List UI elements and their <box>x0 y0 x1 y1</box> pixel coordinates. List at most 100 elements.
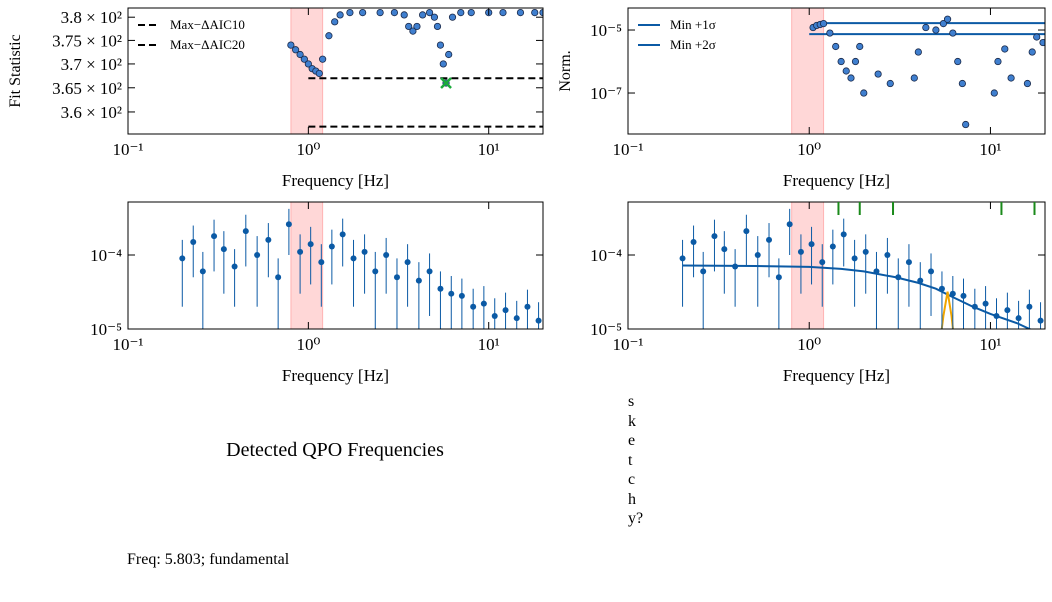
point <box>954 57 962 66</box>
point <box>960 292 967 299</box>
point <box>437 285 444 292</box>
point <box>994 57 1002 66</box>
point <box>721 246 728 253</box>
point <box>766 236 773 243</box>
point <box>829 243 836 250</box>
point <box>819 19 828 28</box>
point <box>404 259 411 266</box>
x-axis-label: Frequency [Hz] <box>282 171 389 190</box>
point <box>439 60 447 68</box>
point <box>531 8 539 17</box>
point <box>886 79 894 88</box>
point <box>265 236 272 243</box>
point <box>837 57 845 66</box>
point <box>524 303 531 310</box>
point <box>679 255 686 262</box>
point <box>535 317 542 324</box>
y-tick-label: 10⁻⁵ <box>590 320 622 339</box>
x-tick-label: 10⁰ <box>296 335 320 354</box>
point <box>413 22 421 31</box>
x-tick-label: 10⁻¹ <box>612 335 643 354</box>
best-marker <box>440 77 452 89</box>
point <box>304 60 312 68</box>
plot-area <box>179 202 542 329</box>
point <box>315 69 323 78</box>
point <box>856 42 864 51</box>
point <box>372 268 379 275</box>
point <box>359 8 367 17</box>
point <box>895 274 902 281</box>
shaded-region <box>791 202 825 329</box>
point <box>971 303 978 310</box>
point <box>400 11 408 19</box>
point <box>300 55 308 63</box>
point <box>962 120 970 129</box>
point <box>832 42 840 51</box>
y-axis-label: Norm. <box>557 50 574 91</box>
x-axis-label: Frequency [Hz] <box>783 171 890 190</box>
point <box>1028 48 1036 56</box>
axes-frame <box>627 7 1046 135</box>
plot-area <box>287 8 543 134</box>
x-tick-label: 10⁰ <box>797 140 821 159</box>
point <box>458 292 465 299</box>
point <box>328 243 335 250</box>
point <box>297 248 304 255</box>
point <box>513 315 520 322</box>
point <box>982 300 989 307</box>
point <box>499 8 507 17</box>
x-tick-label: 10¹ <box>979 335 1001 354</box>
point <box>949 290 956 297</box>
point <box>409 27 417 35</box>
point <box>457 8 465 17</box>
point <box>939 19 947 28</box>
shaded-region <box>791 8 825 134</box>
point <box>516 8 525 17</box>
legend-label: Max−ΔAIC10 <box>170 17 245 32</box>
point <box>910 74 918 82</box>
point <box>292 46 300 54</box>
point <box>419 11 427 19</box>
point <box>436 41 445 49</box>
point <box>383 251 390 258</box>
point <box>430 13 439 21</box>
y-tick-label: 3.6 × 10² <box>61 103 122 122</box>
point <box>819 259 826 266</box>
point <box>448 13 457 21</box>
legend-label: Max−ΔAIC20 <box>170 37 245 52</box>
point <box>905 259 912 266</box>
point <box>786 221 793 228</box>
point <box>949 29 957 37</box>
point <box>242 228 249 235</box>
qpo-title: Detected QPO Frequencies <box>226 439 444 461</box>
point <box>851 255 858 262</box>
y-tick-label: 3.7 × 10² <box>61 55 122 74</box>
point <box>808 241 815 248</box>
point <box>1037 317 1044 324</box>
y-tick-label: 10⁻⁵ <box>90 320 122 339</box>
point <box>711 233 718 240</box>
x-tick-label: 10⁰ <box>797 335 821 354</box>
point <box>318 259 325 266</box>
point <box>754 251 761 258</box>
shaded-region <box>290 202 324 329</box>
point <box>425 8 434 17</box>
plot-area <box>791 8 1045 134</box>
point <box>775 274 782 281</box>
point <box>700 268 707 275</box>
legend-label: Min +2σ <box>670 37 716 52</box>
point <box>1033 33 1041 41</box>
point <box>376 8 384 17</box>
x-axis-label: Frequency [Hz] <box>783 366 890 385</box>
point <box>1004 307 1011 314</box>
point <box>433 22 442 31</box>
point <box>220 246 227 253</box>
x-tick-label: 10⁻¹ <box>612 140 643 159</box>
point <box>448 290 455 297</box>
axes-frame <box>627 201 1046 330</box>
y-tick-label: 10⁻⁴ <box>90 246 122 265</box>
y-tick-label: 3.75 × 10² <box>52 31 122 50</box>
point <box>361 248 368 255</box>
